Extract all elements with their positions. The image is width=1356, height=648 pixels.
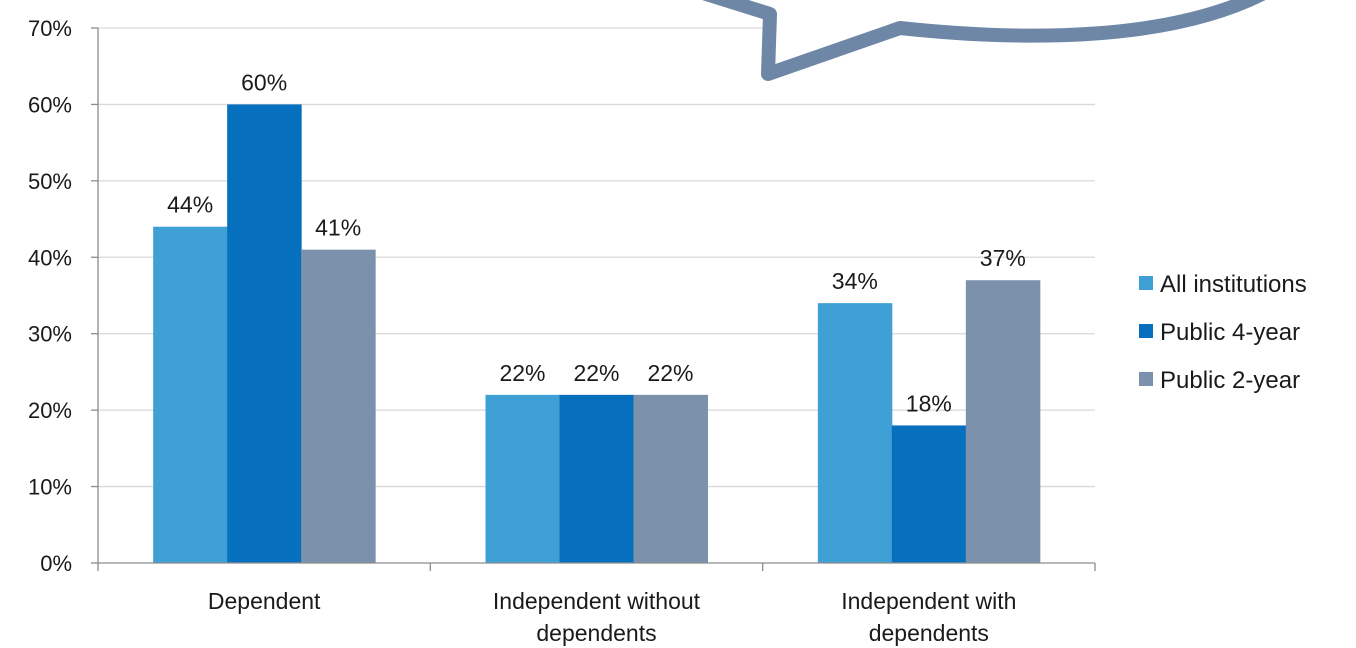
bar xyxy=(817,303,893,563)
y-tick-label: 60% xyxy=(28,92,72,117)
bar xyxy=(633,394,708,563)
y-axis-tick-labels: 0% 10% 20% 30% 40% 50% 60% 70% xyxy=(28,16,72,576)
bar xyxy=(485,394,560,563)
bars xyxy=(153,104,1041,563)
bar xyxy=(965,280,1041,563)
legend-swatch xyxy=(1139,324,1153,338)
y-tick-label: 30% xyxy=(28,322,72,347)
data-label: 34% xyxy=(832,268,878,294)
y-tick-label: 70% xyxy=(28,16,72,41)
y-tick-label: 20% xyxy=(28,398,72,423)
y-tick-label: 50% xyxy=(28,169,72,194)
bar xyxy=(559,394,634,563)
callout-outline xyxy=(702,0,1266,81)
data-label: 22% xyxy=(573,360,619,386)
x-axis-category-labels: Dependent Independent without dependents In… xyxy=(208,588,1017,646)
legend-label: Public 2-year xyxy=(1160,367,1300,394)
data-label: 37% xyxy=(980,245,1026,271)
bar xyxy=(301,249,376,563)
bar xyxy=(891,425,967,563)
y-tick-label: 0% xyxy=(40,551,72,576)
axes xyxy=(91,27,1096,571)
legend-swatch xyxy=(1139,372,1153,386)
x-category-label: Dependent xyxy=(208,588,321,614)
data-label: 22% xyxy=(647,360,693,386)
y-tick-label: 40% xyxy=(28,245,72,270)
x-category-label: Independent with xyxy=(841,588,1016,614)
bar xyxy=(153,226,228,563)
speech-bubble-callout xyxy=(702,0,1266,81)
legend-label: Public 4-year xyxy=(1160,319,1300,346)
legend-swatch xyxy=(1139,276,1153,290)
data-label: 60% xyxy=(241,69,287,95)
x-category-label: dependents xyxy=(869,620,989,646)
data-labels: 44% 60% 41% 22% 22% 22% 34% 18% 37% xyxy=(167,69,1026,416)
data-label: 18% xyxy=(906,390,952,416)
bar xyxy=(227,104,302,563)
legend-label: All institutions xyxy=(1160,271,1307,298)
data-label: 44% xyxy=(167,192,213,218)
y-tick-label: 10% xyxy=(28,475,72,500)
x-category-label: Independent without xyxy=(493,588,701,614)
legend: All institutions Public 4-year Public 2-ye… xyxy=(1139,271,1307,394)
data-label: 22% xyxy=(499,360,545,386)
x-category-label: dependents xyxy=(536,620,656,646)
data-label: 41% xyxy=(315,215,361,241)
